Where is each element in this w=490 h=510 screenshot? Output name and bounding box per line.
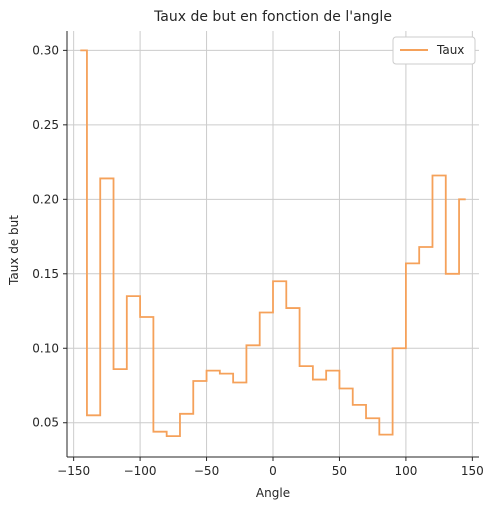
y-tick-label: 0.10 [32, 341, 59, 355]
x-tick-label: −150 [57, 464, 90, 478]
y-tick-label: 0.25 [32, 118, 59, 132]
x-tick-label: 100 [394, 464, 417, 478]
x-ticks: −150 −100 −50 0 50 100 150 [57, 457, 484, 478]
y-ticks: 0.05 0.10 0.15 0.20 0.25 0.30 [32, 43, 67, 430]
x-tick-label: −50 [194, 464, 219, 478]
grid-lines [67, 31, 479, 457]
x-tick-label: 0 [269, 464, 277, 478]
chart-title: Taux de but en fonction de l'angle [153, 9, 392, 25]
legend-label-taux: Taux [436, 43, 464, 57]
series-line-taux [80, 49, 466, 438]
series-layer [80, 49, 466, 438]
legend: Taux [392, 36, 476, 65]
y-tick-label: 0.20 [32, 192, 59, 206]
x-tick-label: −100 [124, 464, 157, 478]
x-tick-label: 50 [332, 464, 347, 478]
x-tick-label: 150 [461, 464, 484, 478]
x-axis-label: Angle [256, 486, 290, 500]
y-axis-label: Taux de but [7, 215, 21, 286]
y-tick-label: 0.15 [32, 267, 59, 281]
legend-box [392, 36, 476, 65]
y-tick-label: 0.05 [32, 416, 59, 430]
y-tick-label: 0.30 [32, 43, 59, 57]
